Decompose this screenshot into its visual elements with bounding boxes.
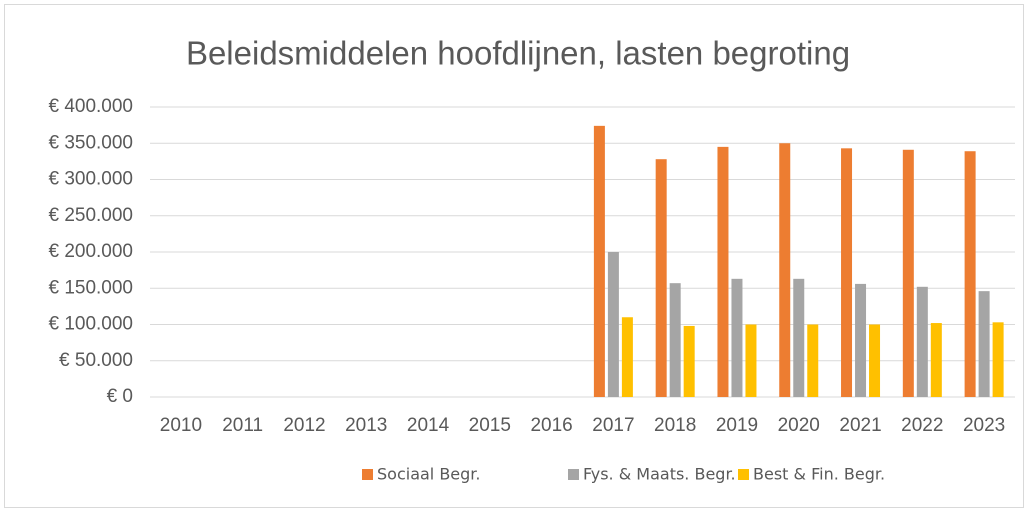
bar [841,148,853,397]
bar [869,324,881,397]
bar [607,252,619,397]
legend-swatch [362,469,373,480]
bar [593,125,605,397]
x-tick-label: 2016 [530,415,572,436]
legend-label: Sociaal Begr. [377,465,481,484]
bar [621,317,633,397]
bar [717,146,729,397]
x-tick-label: 2010 [160,415,202,436]
bar [916,286,928,397]
y-tick-label: € 300.000 [48,169,133,190]
x-tick-label: 2015 [469,415,511,436]
x-tick-label: 2018 [654,415,696,436]
x-tick-label: 2012 [283,415,325,436]
bar [807,324,819,397]
x-tick-label: 2023 [963,415,1005,436]
bar [902,149,914,397]
y-tick-label: € 350.000 [48,132,133,153]
x-tick-label: 2011 [222,415,263,436]
bar [992,322,1004,397]
x-tick-label: 2021 [839,415,881,436]
chart-title: Beleidsmiddelen hoofdlijnen, lasten begr… [186,35,850,72]
y-tick-label: € 200.000 [48,241,133,262]
x-tick-label: 2022 [901,415,943,436]
bar [964,151,976,397]
y-tick-label: € 400.000 [48,96,133,117]
y-tick-label: € 100.000 [48,314,133,335]
chart-border [4,4,1024,508]
legend-label: Fys. & Maats. Begr. [583,465,736,484]
bar [930,323,942,397]
x-tick-label: 2013 [345,415,387,436]
legend-label: Best & Fin. Begr. [753,465,885,484]
x-tick-label: 2020 [778,415,820,436]
x-tick-label: 2014 [407,415,450,436]
legend-swatch [568,469,579,480]
y-tick-label: € 50.000 [59,350,133,371]
y-tick-label: € 0 [107,386,133,407]
y-tick-label: € 250.000 [48,205,133,226]
bar [745,324,757,397]
bar [779,143,791,397]
bar [978,291,990,397]
legend-swatch [738,469,749,480]
y-tick-label: € 150.000 [48,277,133,298]
bar [669,283,681,397]
bar [655,159,667,397]
bar [855,283,867,397]
x-tick-label: 2017 [592,415,634,436]
bar [731,278,743,397]
bar [683,325,695,397]
bar [793,278,805,397]
x-tick-label: 2019 [716,415,758,436]
